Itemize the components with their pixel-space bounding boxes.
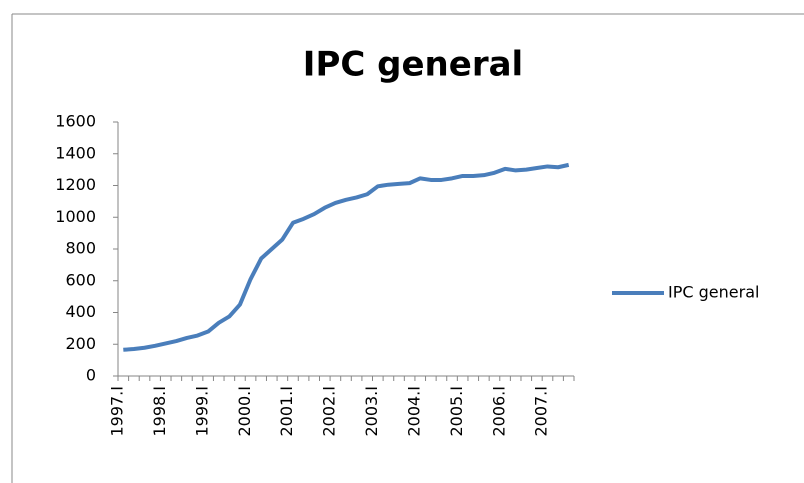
y-tick-label: 200 [65, 334, 96, 353]
x-tick-label: 2000.I [235, 386, 254, 437]
y-tick-label: 1400 [55, 143, 96, 162]
y-tick-label: 1200 [55, 175, 96, 194]
x-tick-label: 1997.I [108, 386, 127, 437]
y-tick-label: 600 [65, 270, 96, 289]
y-tick-label: 400 [65, 302, 96, 321]
x-tick-label: 2001.I [277, 386, 296, 437]
x-tick-label: 2007.I [532, 386, 551, 437]
y-tick-label: 1600 [55, 112, 96, 131]
legend-label: IPC general [668, 283, 759, 302]
x-tick-label: 2004.I [404, 386, 423, 437]
x-tick-label: 2002.I [320, 386, 339, 437]
data-line [123, 162, 570, 352]
chart-title: IPC general [303, 45, 523, 85]
y-tick-label: 800 [65, 239, 96, 258]
x-tick-label: 2006.I [489, 386, 508, 437]
x-tick-label: 2003.I [362, 386, 381, 437]
x-tick-label: 2005.I [447, 386, 466, 437]
x-tick-label: 1999.I [192, 386, 211, 437]
y-tick-label: 0 [86, 366, 96, 385]
y-tick-label: 1000 [55, 207, 96, 226]
x-tick-label: 1998.I [150, 386, 169, 437]
